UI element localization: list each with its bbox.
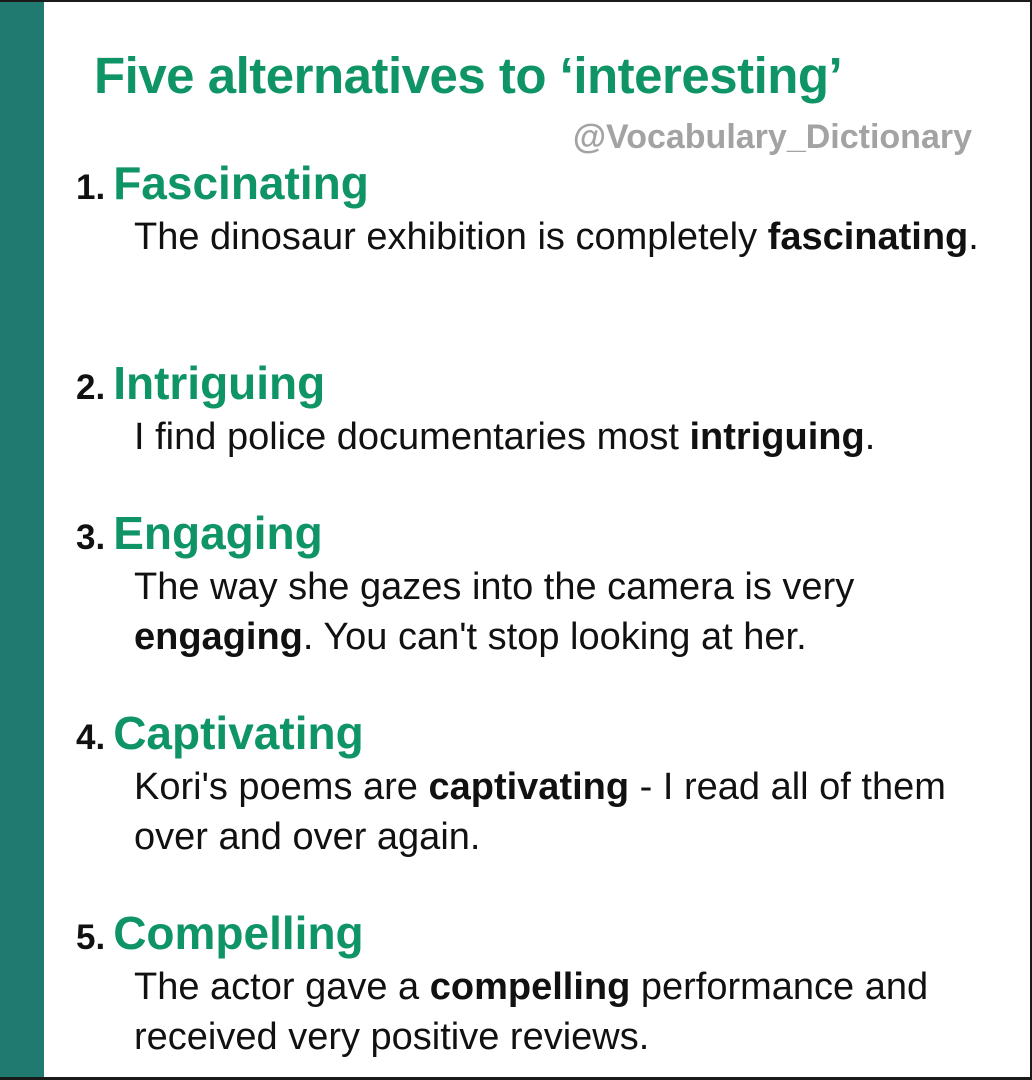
sentence-keyword: captivating — [428, 766, 630, 808]
sentence-text: The dinosaur exhibition is completely — [134, 216, 768, 258]
sentence-keyword: engaging — [134, 616, 303, 658]
item-word: Intriguing — [113, 357, 326, 409]
item-heading: 4. Captivating — [76, 710, 1016, 756]
sentence-keyword: compelling — [429, 966, 631, 1008]
item-word: Fascinating — [113, 157, 369, 209]
list-item: 4. Captivating Kori's poems are captivat… — [76, 710, 1016, 862]
sentence-text: - I read all of them over and over again… — [134, 766, 946, 858]
sentence-text: . — [864, 416, 876, 458]
sentence-text: Kori's poems are — [134, 766, 429, 808]
list-item: 2. Intriguing I find police documentarie… — [76, 360, 1016, 462]
item-word: Compelling — [113, 907, 364, 959]
example-sentence: Kori's poems are captivating - I read al… — [134, 762, 1014, 862]
sentence-text: The way she gazes into the camera is ver… — [134, 566, 855, 608]
sentence-text: performance and received very positive r… — [134, 966, 929, 1058]
sentence-text: . You can't stop looking at her. — [302, 616, 807, 658]
author-handle: @Vocabulary_Dictionary — [572, 118, 972, 156]
item-number: 4. — [76, 718, 106, 757]
item-word: Captivating — [113, 707, 364, 759]
item-heading: 3. Engaging — [76, 510, 1016, 556]
example-sentence: I find police documentaries most intrigu… — [134, 412, 1014, 462]
sentence-text: . — [968, 216, 979, 258]
accent-side-bar — [0, 2, 44, 1077]
list-item: 5. Compelling The actor gave a compellin… — [76, 910, 1016, 1062]
list-item: 1. Fascinating The dinosaur exhibition i… — [76, 160, 1016, 262]
page-title: Five alternatives to ‘interesting’ — [94, 47, 843, 104]
item-number: 3. — [76, 518, 106, 557]
example-sentence: The actor gave a compelling performance … — [134, 962, 1014, 1062]
item-number: 1. — [76, 168, 106, 207]
sentence-text: I find police documentaries most — [134, 416, 690, 458]
item-heading: 1. Fascinating — [76, 160, 1016, 206]
item-number: 2. — [76, 368, 106, 407]
example-sentence: The dinosaur exhibition is completely fa… — [134, 212, 1014, 262]
item-heading: 5. Compelling — [76, 910, 1016, 956]
item-number: 5. — [76, 918, 106, 957]
sentence-keyword: intriguing — [689, 416, 865, 458]
item-heading: 2. Intriguing — [76, 360, 1016, 406]
item-word: Engaging — [113, 507, 323, 559]
example-sentence: The way she gazes into the camera is ver… — [134, 562, 1014, 662]
sentence-text: The actor gave a — [134, 966, 430, 1008]
list-item: 3. Engaging The way she gazes into the c… — [76, 510, 1016, 662]
sentence-keyword: fascinating — [767, 216, 969, 258]
